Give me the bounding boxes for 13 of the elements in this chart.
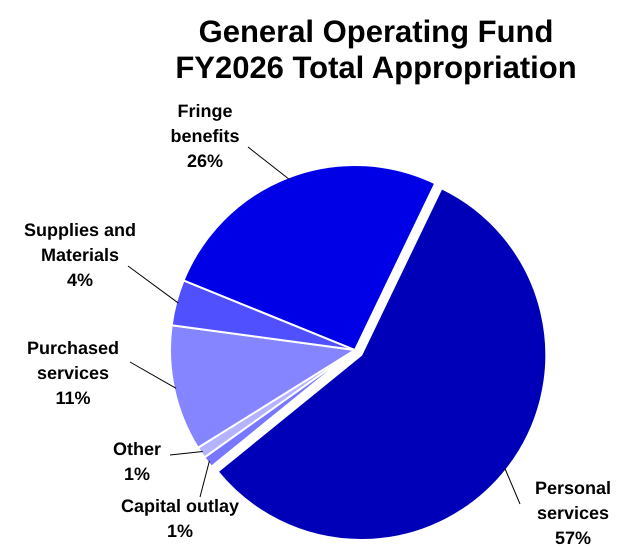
slice-label: Purchased services	[26, 338, 120, 383]
slice-label: Personal services	[534, 478, 612, 523]
slice-label: Capital outlay	[120, 496, 240, 516]
data-label: 26%	[186, 151, 224, 171]
data-label: 57%	[554, 528, 592, 547]
data-label: 1%	[124, 464, 150, 484]
chart-title: General Operating Fund FY2026 Total Appropriation	[175, 14, 577, 85]
data-label: 1%	[166, 521, 194, 541]
slice-label: Other	[112, 439, 162, 459]
slice-label: Supplies and Materials	[24, 220, 136, 265]
data-label: 4%	[66, 270, 94, 290]
data-label: 11%	[55, 388, 91, 408]
slice-label: Fringe benefits	[170, 101, 240, 146]
